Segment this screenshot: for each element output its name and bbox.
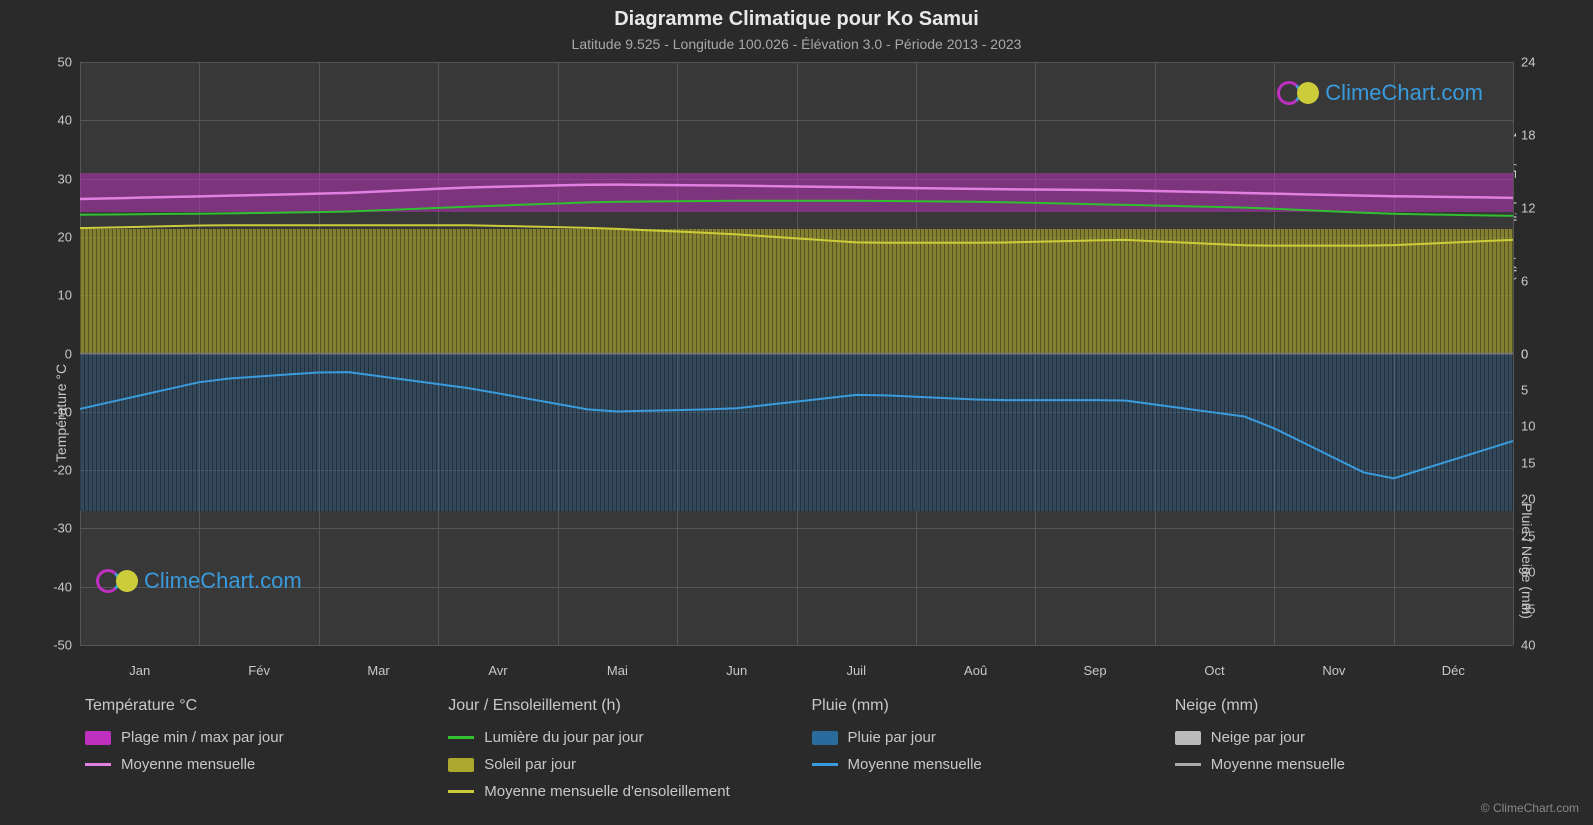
y-left-tick: 50 (58, 55, 72, 70)
y-right-top-tick: 6 (1521, 273, 1528, 288)
y-left-tick: 40 (58, 113, 72, 128)
month-tick: Jun (726, 663, 747, 678)
legend-swatch-icon (85, 731, 111, 745)
y-right-bottom-tick: 30 (1521, 565, 1535, 580)
y-left-tick: 30 (58, 171, 72, 186)
y-right-bottom-tick: 40 (1521, 638, 1535, 653)
month-tick: Jan (129, 663, 150, 678)
y-left-tick: -30 (53, 521, 72, 536)
legend-line-icon (812, 763, 838, 766)
legend-label: Moyenne mensuelle (121, 756, 255, 773)
month-tick: Mar (367, 663, 389, 678)
month-tick: Oct (1204, 663, 1224, 678)
chart-title: Diagramme Climatique pour Ko Samui (614, 8, 979, 31)
y-left-tick: -40 (53, 579, 72, 594)
y-right-top-tick: 12 (1521, 200, 1535, 215)
y-right-bottom-tick: 10 (1521, 419, 1535, 434)
month-tick: Juil (846, 663, 866, 678)
y-left-tick: -50 (53, 638, 72, 653)
chart-subtitle: Latitude 9.525 - Longitude 100.026 - Élé… (572, 36, 1022, 52)
y-left-tick: -20 (53, 463, 72, 478)
rain-area (80, 354, 1513, 511)
month-tick: Sep (1083, 663, 1106, 678)
legend-column: Pluie (mm) Pluie par jour Moyenne mensuell… (812, 697, 1145, 810)
watermark-top: ClimeChart.com (1277, 80, 1483, 106)
y-right-bottom-tick: 25 (1521, 528, 1535, 543)
month-tick: Déc (1442, 663, 1465, 678)
legend-column: Température °C Plage min / max par jour Mo… (85, 697, 418, 810)
temp-range-area (80, 173, 1513, 212)
y-left-tick: 0 (65, 346, 72, 361)
legend-label: Plage min / max par jour (121, 729, 284, 746)
legend-line-icon (448, 736, 474, 739)
month-tick: Fév (248, 663, 270, 678)
logo-sun-icon (1297, 82, 1319, 104)
y-right-top-tick: 24 (1521, 55, 1535, 70)
legend-swatch-icon (448, 758, 474, 772)
legend-label: Moyenne mensuelle d'ensoleillement (484, 783, 730, 800)
month-tick: Avr (488, 663, 507, 678)
copyright: © ClimeChart.com (1481, 801, 1579, 815)
legend-label: Moyenne mensuelle (1211, 756, 1345, 773)
y-right-bottom-tick: 5 (1521, 382, 1528, 397)
legend-label: Lumière du jour par jour (484, 729, 643, 746)
legend-header: Température °C (85, 697, 418, 715)
y-left-tick: -10 (53, 404, 72, 419)
y-right-top-tick: 18 (1521, 127, 1535, 142)
legend-header: Neige (mm) (1175, 697, 1508, 715)
legend-header: Pluie (mm) (812, 697, 1145, 715)
legend-header: Jour / Ensoleillement (h) (448, 697, 781, 715)
y-right-bottom-tick: 35 (1521, 601, 1535, 616)
y-right-bottom-tick: 15 (1521, 455, 1535, 470)
legend-line-icon (1175, 763, 1201, 766)
watermark-bottom: ClimeChart.com (96, 568, 302, 594)
watermark-text: ClimeChart.com (1325, 80, 1483, 106)
legend-item: Soleil par jour (448, 756, 781, 773)
y-right-bottom-tick: 0 (1521, 346, 1528, 361)
climate-chart: Diagramme Climatique pour Ko Samui Latit… (0, 0, 1593, 825)
y-left-tick: 20 (58, 229, 72, 244)
legend: Température °C Plage min / max par jour Mo… (85, 697, 1508, 810)
legend-item: Plage min / max par jour (85, 729, 418, 746)
month-tick: Aoû (964, 663, 987, 678)
legend-item: Moyenne mensuelle (812, 756, 1145, 773)
legend-line-icon (448, 790, 474, 793)
legend-swatch-icon (812, 731, 838, 745)
y-right-bottom-tick: 20 (1521, 492, 1535, 507)
legend-label: Neige par jour (1211, 729, 1305, 746)
plot-area: 50403020100-10-20-30-40-5024181260051015… (80, 62, 1513, 645)
legend-item: Moyenne mensuelle (1175, 756, 1508, 773)
legend-item: Lumière du jour par jour (448, 729, 781, 746)
legend-column: Jour / Ensoleillement (h) Lumière du jour… (448, 697, 781, 810)
legend-item: Neige par jour (1175, 729, 1508, 746)
legend-label: Soleil par jour (484, 756, 576, 773)
sunshine-area (80, 229, 1513, 353)
legend-label: Moyenne mensuelle (848, 756, 982, 773)
legend-item: Pluie par jour (812, 729, 1145, 746)
y-left-tick: 10 (58, 288, 72, 303)
legend-column: Neige (mm) Neige par jour Moyenne mensuell… (1175, 697, 1508, 810)
legend-line-icon (85, 763, 111, 766)
month-tick: Nov (1322, 663, 1345, 678)
month-tick: Mai (607, 663, 628, 678)
legend-item: Moyenne mensuelle (85, 756, 418, 773)
logo-sun-icon (116, 570, 138, 592)
legend-swatch-icon (1175, 731, 1201, 745)
legend-item: Moyenne mensuelle d'ensoleillement (448, 783, 781, 800)
legend-label: Pluie par jour (848, 729, 936, 746)
watermark-text: ClimeChart.com (144, 568, 302, 594)
